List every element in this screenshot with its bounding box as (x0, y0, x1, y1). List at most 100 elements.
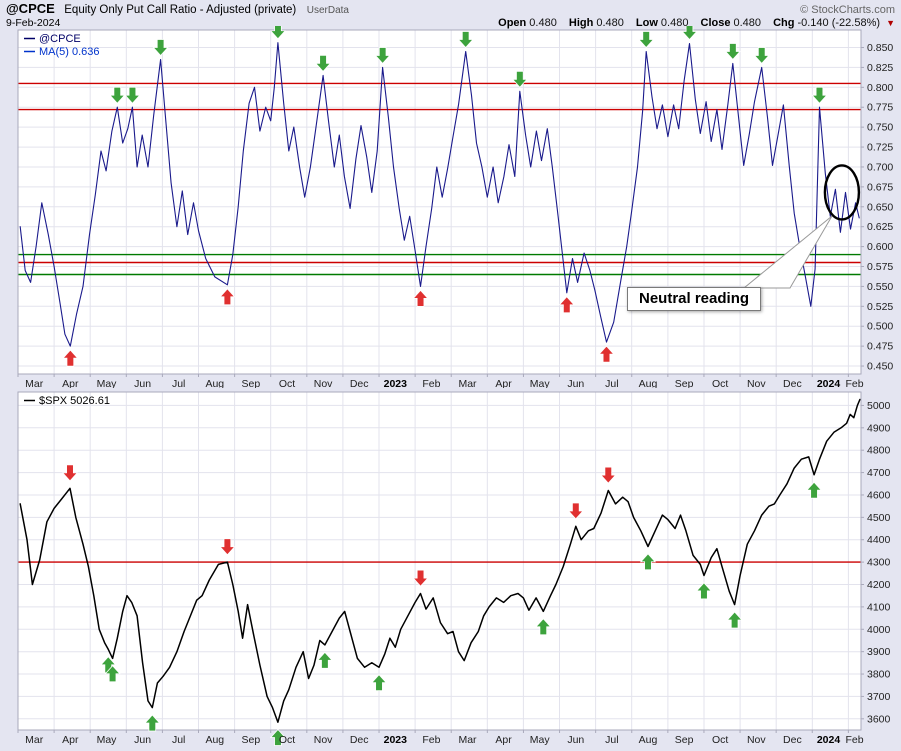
svg-text:Oct: Oct (712, 734, 728, 746)
close-label: Close (700, 17, 731, 29)
svg-text:Mar: Mar (458, 378, 477, 388)
green-down-arrow-icon (511, 70, 528, 88)
svg-text:0.475: 0.475 (867, 341, 893, 353)
svg-text:Apr: Apr (495, 378, 512, 388)
callout-tail (742, 215, 833, 289)
green-up-arrow-icon (104, 665, 121, 683)
svg-text:Mar: Mar (458, 734, 477, 746)
x-axis-labels: Mar Apr May Jun Jul Aug Sep Oct Nov Dec 2023 Feb Mar… (17, 730, 864, 746)
neutral-reading-callout: Neutral reading (627, 287, 762, 311)
green-up-arrow-icon (726, 611, 743, 629)
plot-border (17, 391, 862, 731)
svg-text:Oct: Oct (279, 734, 295, 746)
svg-text:0.725: 0.725 (867, 142, 893, 154)
red-up-arrow-icon (219, 288, 236, 306)
green-down-arrow-icon (314, 54, 332, 72)
date-label: 9-Feb-2024 (6, 17, 61, 29)
svg-text:Nov: Nov (314, 734, 333, 746)
green-up-arrow-icon (316, 651, 333, 669)
spx-price-line (19, 398, 861, 723)
svg-text:Dec: Dec (350, 734, 369, 746)
cpce-price-line (19, 42, 860, 347)
green-down-arrow-icon (638, 31, 655, 49)
chart-title: Equity Only Put Call Ratio - Adjusted (p… (64, 4, 297, 16)
svg-text:$SPX 5026.61: $SPX 5026.61 (39, 395, 110, 407)
svg-text:Jul: Jul (605, 734, 618, 746)
svg-text:Apr: Apr (62, 734, 79, 746)
x-axis-labels: Mar Apr May Jun Jul Aug Sep Oct Nov Dec 2023 Feb Mar… (17, 374, 864, 388)
svg-text:Jun: Jun (134, 734, 151, 746)
svg-text:4300: 4300 (867, 557, 891, 569)
svg-text:0.650: 0.650 (867, 201, 893, 213)
open-label: Open (498, 17, 527, 29)
threshold-lines (18, 82, 861, 276)
svg-text:Sep: Sep (242, 378, 261, 388)
symbol-label: @CPCE (6, 1, 55, 16)
svg-text:Jul: Jul (172, 734, 185, 746)
green-down-arrow-icon (124, 86, 141, 104)
svg-text:3900: 3900 (867, 646, 891, 658)
svg-text:2024: 2024 (817, 378, 841, 388)
svg-text:Sep: Sep (675, 378, 694, 388)
svg-text:2024: 2024 (817, 734, 841, 746)
green-down-arrow-icon (269, 26, 287, 40)
green-down-arrow-icon (681, 26, 698, 41)
svg-text:0.675: 0.675 (867, 181, 893, 193)
spx-legend: $SPX 5026.61 (24, 395, 110, 407)
red-up-arrow-icon (412, 289, 429, 307)
quote-strip: Open 0.480 High 0.480 Low 0.480 Close 0.480 … (489, 17, 895, 30)
svg-text:Nov: Nov (747, 734, 766, 746)
svg-text:Oct: Oct (712, 378, 728, 388)
svg-text:May: May (97, 378, 118, 388)
green-up-arrow-icon (535, 618, 552, 636)
svg-text:Feb: Feb (422, 734, 440, 746)
header-row-title: @CPCE Equity Only Put Call Ratio - Adjus… (0, 0, 901, 17)
red-down-arrow-icon (412, 569, 429, 587)
red-down-arrow-icon (600, 466, 617, 484)
red-up-arrow-icon (62, 349, 79, 367)
plot-border (17, 29, 862, 375)
green-down-arrow-icon (109, 86, 126, 104)
green-up-arrow-icon (144, 714, 161, 732)
low-value: 0.480 (660, 17, 689, 29)
close-value: 0.480 (733, 17, 762, 29)
red-up-arrow-icon (558, 296, 575, 314)
open-value: 0.480 (529, 17, 557, 29)
cpce-chart-canvas: 0.850 0.825 0.800 0.775 0.750 0.725 0.700 0.675… (17, 26, 893, 388)
svg-text:4500: 4500 (867, 512, 891, 524)
cpce-signal-arrows (62, 26, 828, 367)
svg-text:2023: 2023 (384, 734, 408, 746)
svg-text:0.575: 0.575 (867, 261, 893, 273)
red-up-arrow-icon (598, 345, 615, 363)
svg-text:4000: 4000 (867, 624, 891, 636)
svg-text:Jun: Jun (567, 378, 584, 388)
svg-text:Aug: Aug (639, 734, 658, 746)
green-down-arrow-icon (753, 47, 770, 65)
svg-text:May: May (530, 378, 551, 388)
down-triangle-icon: ▼ (886, 18, 895, 28)
green-up-arrow-icon (695, 582, 713, 600)
chg-label: Chg (773, 17, 795, 29)
highlight-ellipse (823, 164, 861, 221)
green-down-arrow-icon (811, 86, 828, 104)
svg-text:Aug: Aug (205, 378, 224, 388)
svg-text:Dec: Dec (783, 378, 802, 388)
svg-text:4200: 4200 (867, 579, 891, 591)
svg-text:Nov: Nov (747, 378, 766, 388)
spx-signal-arrows (61, 464, 823, 746)
red-down-arrow-icon (567, 502, 584, 520)
svg-text:May: May (97, 734, 118, 746)
svg-text:Jul: Jul (605, 378, 618, 388)
svg-text:Dec: Dec (783, 734, 802, 746)
svg-text:0.700: 0.700 (867, 162, 893, 174)
svg-text:Aug: Aug (205, 734, 224, 746)
high-label: High (568, 17, 594, 29)
data-source-label: UserData (306, 5, 349, 16)
header-row-quote: 9-Feb-2024 Open 0.480 High 0.480 Low 0.480 … (0, 17, 901, 30)
high-value: 0.480 (596, 17, 624, 29)
svg-text:May: May (530, 734, 551, 746)
svg-text:0.625: 0.625 (867, 221, 893, 233)
svg-text:Jun: Jun (567, 734, 584, 746)
svg-text:Oct: Oct (279, 378, 295, 388)
chg-value: -0.140 (-22.58%) (797, 17, 881, 29)
